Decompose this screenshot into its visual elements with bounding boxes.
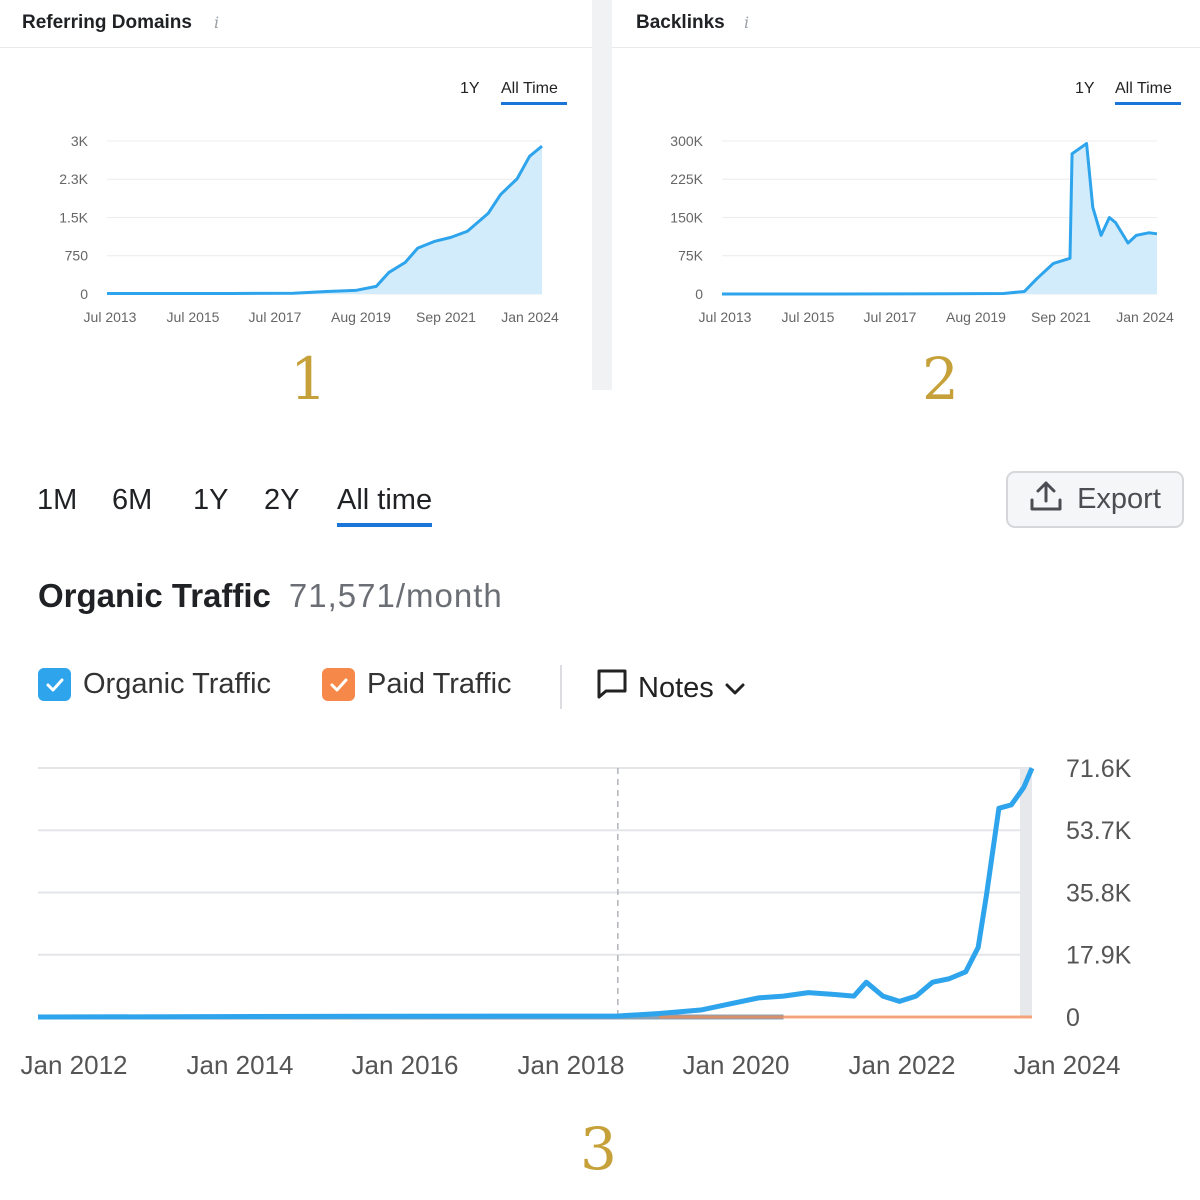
x-tick-label: Jan 2014 (187, 1050, 294, 1080)
x-tick-label: Jan 2022 (849, 1050, 956, 1080)
toggle-all-time[interactable]: All Time (501, 80, 567, 105)
tab-all-time[interactable]: All time (337, 484, 433, 527)
x-tick-label: Sep 2021 (1031, 309, 1091, 325)
x-tick-label: Jul 2013 (84, 309, 137, 325)
legend-label: Organic Traffic (83, 668, 272, 700)
export-button[interactable]: Export (1006, 471, 1184, 528)
marker-number-2: 2 (922, 345, 959, 413)
x-tick-label: Jan 2020 (683, 1050, 790, 1080)
y-tick-label: 3K (71, 133, 89, 149)
info-icon[interactable]: i (214, 13, 220, 32)
y-tick-label: 0 (80, 286, 88, 302)
series-line-organic-traffic (37, 767, 1035, 1020)
y-tick-label: 2.3K (59, 171, 88, 187)
legend-label: Paid Traffic (367, 668, 512, 700)
legend-paid-traffic[interactable]: Paid Traffic (322, 668, 512, 701)
y-tick-label: 35.8K (1066, 879, 1132, 907)
marker-number-3: 3 (580, 1115, 617, 1183)
x-tick-label: Sep 2021 (416, 309, 476, 325)
panel-divider (592, 0, 612, 390)
x-tick-label: Jan 2024 (501, 309, 559, 325)
upload-icon (1029, 480, 1063, 520)
y-tick-label: 53.7K (1066, 817, 1132, 845)
y-tick-label: 71.6K (1066, 755, 1132, 783)
notes-label: Notes (638, 671, 714, 704)
x-tick-label: Jul 2013 (699, 309, 752, 325)
area-fill (107, 146, 542, 294)
x-tick-label: Jul 2015 (167, 309, 220, 325)
checkbox-checked-icon[interactable] (322, 668, 355, 701)
x-tick-label: Jan 2024 (1116, 309, 1174, 325)
current-period-band (1020, 768, 1032, 1017)
x-tick-label: Jul 2015 (782, 309, 835, 325)
x-tick-label: Jan 2024 (1014, 1050, 1121, 1080)
legend-organic-traffic[interactable]: Organic Traffic (38, 668, 271, 701)
y-tick-label: 750 (65, 248, 89, 264)
x-tick-label: Aug 2019 (946, 309, 1006, 325)
chevron-down-icon (724, 672, 746, 705)
panel-title-referring-domains: Referring Domains (22, 12, 192, 33)
x-tick-label: Jan 2012 (21, 1050, 128, 1080)
export-label: Export (1077, 483, 1161, 515)
x-tick-label: Jan 2016 (352, 1050, 459, 1080)
info-icon[interactable]: i (744, 13, 750, 32)
checkbox-checked-icon[interactable] (38, 668, 71, 701)
toggle-all-time[interactable]: All Time (1115, 80, 1181, 105)
tab-6m[interactable]: 6M (112, 484, 153, 516)
panel-header-divider (0, 47, 592, 48)
series-line (107, 144, 543, 295)
organic-traffic-header: Organic Traffic 71,571/month (38, 577, 503, 615)
panel-title-backlinks: Backlinks (636, 12, 725, 33)
y-tick-label: 75K (678, 248, 704, 264)
toggle-1y[interactable]: 1Y (460, 80, 480, 97)
notes-dropdown[interactable]: Notes (596, 668, 746, 708)
y-tick-label: 225K (670, 171, 703, 187)
panel-header-divider (612, 47, 1200, 48)
y-tick-label: 300K (670, 133, 703, 149)
comment-icon (596, 668, 628, 708)
toggle-1y[interactable]: 1Y (1075, 80, 1095, 97)
x-tick-label: Aug 2019 (331, 309, 391, 325)
area-fill (722, 143, 1157, 294)
tab-1m[interactable]: 1M (37, 484, 78, 516)
x-tick-label: Jul 2017 (864, 309, 917, 325)
tab-2y[interactable]: 2Y (264, 484, 300, 516)
y-tick-label: 1.5K (59, 209, 88, 225)
y-tick-label: 17.9K (1066, 942, 1132, 970)
organic-traffic-title: Organic Traffic (38, 577, 271, 614)
x-tick-label: Jul 2017 (249, 309, 302, 325)
marker-number-1: 1 (290, 345, 327, 413)
y-tick-label: 0 (695, 286, 703, 302)
organic-traffic-value: 71,571/month (288, 577, 503, 614)
series-line (722, 142, 1158, 296)
y-tick-label: 0 (1066, 1004, 1080, 1032)
y-tick-label: 150K (670, 209, 703, 225)
tab-1y[interactable]: 1Y (193, 484, 229, 516)
x-tick-label: Jan 2018 (518, 1050, 625, 1080)
legend-separator (560, 665, 562, 709)
